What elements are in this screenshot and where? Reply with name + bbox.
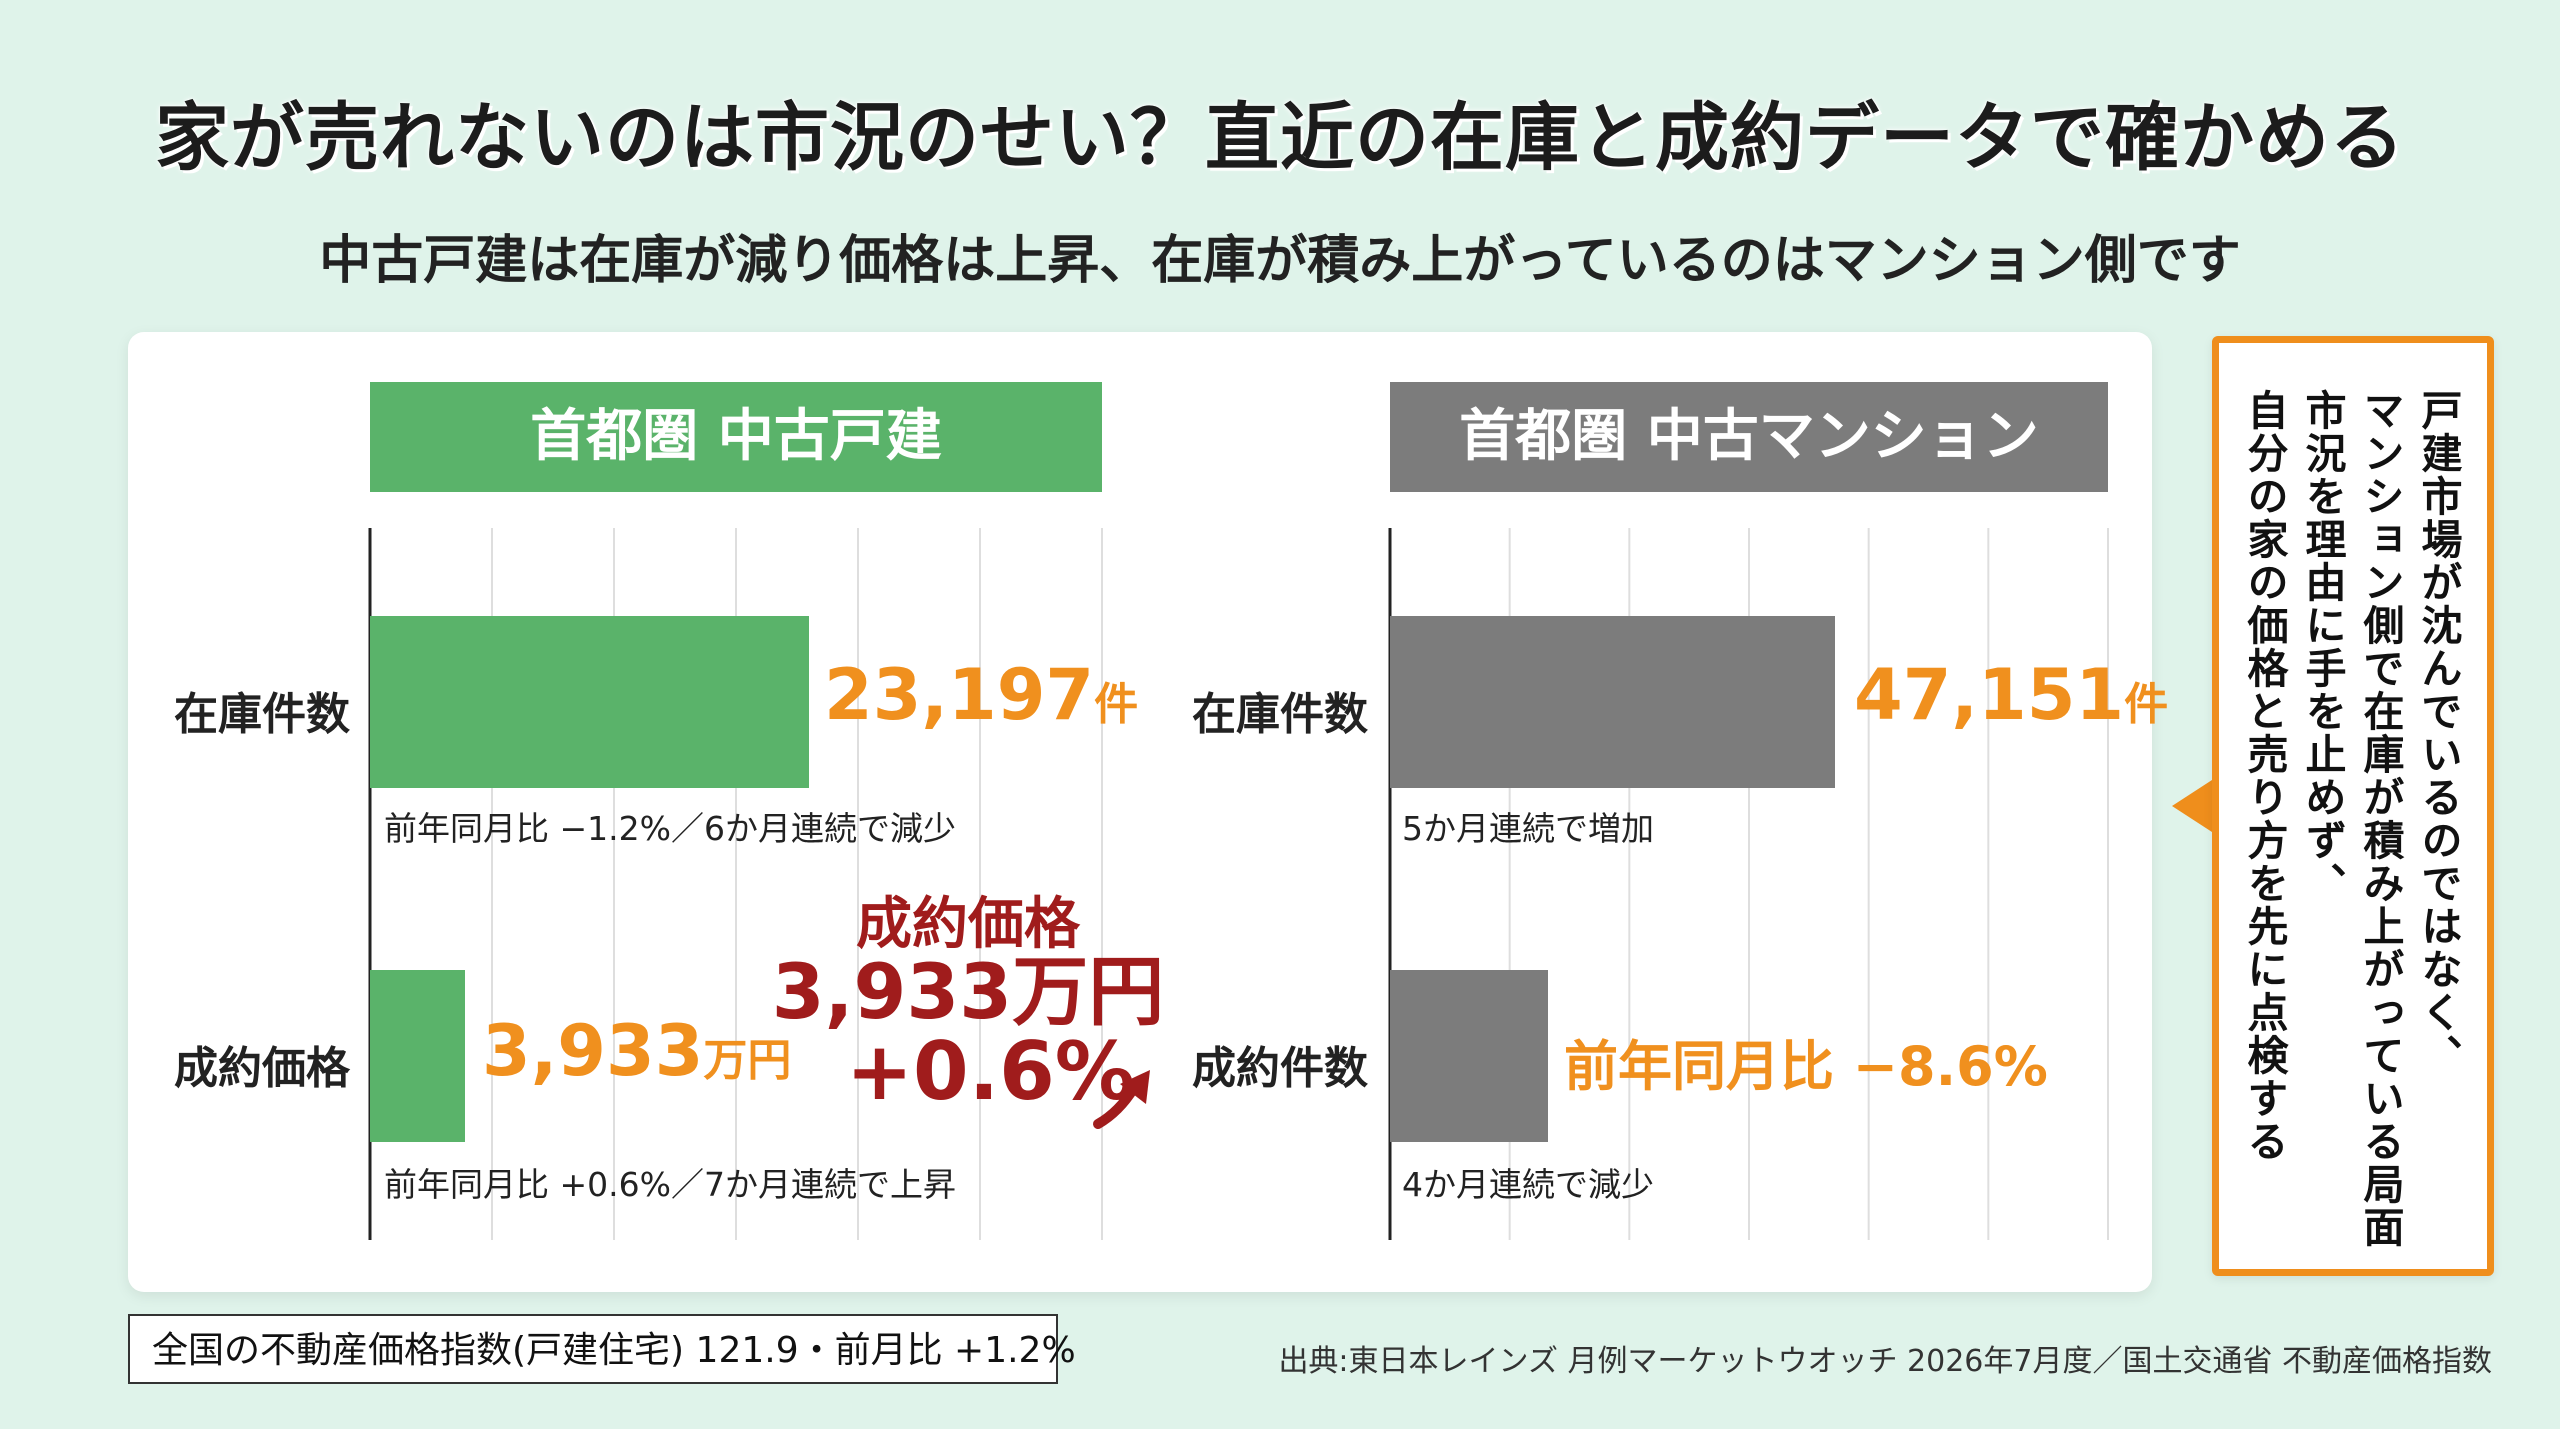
row-label-house-stock: 在庫件数 xyxy=(174,689,350,740)
side-comment-box: 戸建市場が沈んでいるのではなく、 マンション側で在庫が積み上がっている局面 市況… xyxy=(2212,336,2494,1276)
row-label-mansion-stock: 在庫件数 xyxy=(1192,689,1368,740)
value-label-house-stock: 23,197件 xyxy=(824,654,1138,736)
source-note: 出典:東日本レインズ 月例マーケットウオッチ 2026年7月度／国土交通省 不動… xyxy=(1278,1344,2492,1379)
side-box-pointer xyxy=(2172,780,2212,832)
page-title: 家が売れないのは市況のせい？直近の在庫と成約データで確かめる xyxy=(155,95,2405,181)
value-label-mansion-stock: 47,151件 xyxy=(1854,654,2168,736)
side-line: マンション側で在庫が積み上がっている局面 xyxy=(2356,389,2404,1249)
price-callout: 成約価格 3,933万円 +0.6% xyxy=(768,896,1168,1112)
bar-chart-svg xyxy=(368,528,2109,1240)
side-line: 戸建市場が沈んでいるのではなく、 xyxy=(2414,389,2462,1077)
value-unit: 件 xyxy=(2124,679,2169,730)
callout-change: +0.6% xyxy=(846,1024,1135,1118)
bar-mansion-0 xyxy=(1390,616,1835,788)
value-number: 23,197 xyxy=(824,654,1095,736)
note-mansion-stock: 5か月連続で増加 xyxy=(1402,809,1654,848)
bar-house-0 xyxy=(370,616,809,788)
chart-card: 首都圏 中古戸建 首都圏 中古マンション 在庫件数 成約価格 23,197件 3… xyxy=(128,332,2168,1292)
note-house-stock: 前年同月比 −1.2%／6か月連続で減少 xyxy=(384,809,956,848)
page-subtitle: 中古戸建は在庫が減り価格は上昇、在庫が積み上がっているのはマンション側です xyxy=(319,231,2241,291)
up-arrow-icon xyxy=(1093,1070,1150,1129)
value-number: 47,151 xyxy=(1854,654,2125,736)
panel-title-house: 首都圏 中古戸建 xyxy=(370,382,1102,492)
value-unit: 万円 xyxy=(703,1035,792,1086)
bar-mansion-1 xyxy=(1390,970,1548,1142)
callout-title: 成約価格 xyxy=(856,892,1080,957)
value-unit: 件 xyxy=(1094,679,1139,730)
panel-title-mansion: 首都圏 中古マンション xyxy=(1390,382,2108,492)
price-index-box: 全国の不動産価格指数(戸建住宅) 121.9・前月比 +1.2% xyxy=(128,1314,1076,1384)
row-label-house-price: 成約価格 xyxy=(174,1043,350,1094)
value-label-mansion-deals: 前年同月比 −8.6% xyxy=(1564,1022,2048,1101)
value-number: 前年同月比 −8.6% xyxy=(1564,1035,2048,1098)
bar-house-1 xyxy=(370,970,465,1142)
note-mansion-deals: 4か月連続で減少 xyxy=(1402,1165,1654,1204)
value-number: 3,933 xyxy=(482,1010,704,1092)
note-house-price: 前年同月比 +0.6%／7か月連続で上昇 xyxy=(384,1165,956,1204)
side-comment-text: 戸建市場が沈んでいるのではなく、 マンション側で在庫が積み上がっている局面 市況… xyxy=(2235,389,2467,1249)
value-label-house-price: 3,933万円 xyxy=(482,1010,791,1092)
row-label-mansion-deals: 成約件数 xyxy=(1192,1043,1368,1094)
side-line: 自分の家の価格と売り方を先に点検する xyxy=(2240,389,2288,1163)
side-line: 市況を理由に手を止めず、 xyxy=(2298,389,2346,905)
callout-value: 3,933万円 xyxy=(771,947,1165,1037)
